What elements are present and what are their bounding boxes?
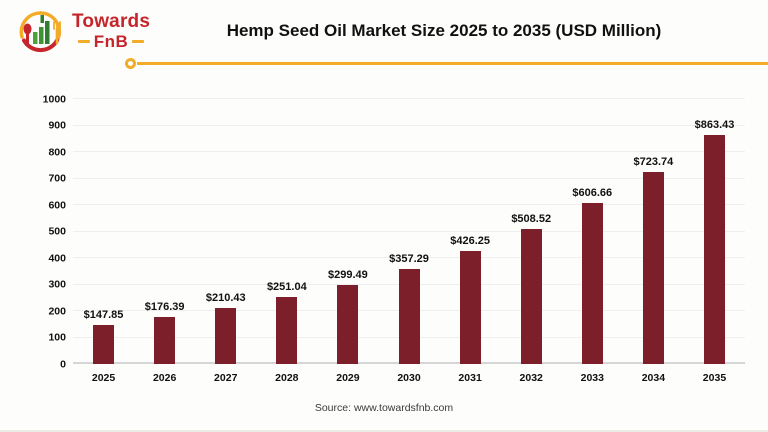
y-axis-tick-label: 0	[60, 357, 66, 370]
bar-2031	[459, 251, 481, 364]
gridline	[73, 257, 745, 258]
bar-column-2025: $147.85	[73, 99, 134, 364]
logo-fnb-text: FnB	[93, 32, 129, 51]
x-axis-tick-label: 2035	[702, 372, 727, 384]
title-divider	[125, 58, 768, 69]
y-axis-tick-label: 100	[48, 331, 66, 344]
bar-value-label: $606.66	[572, 187, 613, 200]
x-axis-tick-label: 2031	[458, 372, 482, 384]
bar-value-label: $357.29	[389, 253, 429, 266]
bar-value-label: $147.85	[83, 308, 124, 321]
gridline	[73, 98, 745, 99]
y-axis-tick-label: 600	[48, 198, 66, 211]
x-axis-tick-label: 2026	[152, 372, 177, 384]
y-axis-tick-label: 1000	[42, 92, 66, 105]
x-axis-tick-label: 2029	[336, 372, 360, 384]
x-axis-tick-label: 2028	[275, 372, 299, 384]
x-axis-tick-label: 2033	[580, 372, 604, 384]
gridline	[73, 177, 745, 179]
logo-dash-left-icon	[77, 40, 90, 43]
bar-2034	[642, 172, 664, 364]
bar-column-2027: $210.43	[195, 99, 256, 364]
bar-column-2035: $863.43	[684, 99, 745, 364]
x-axis-tick-label: 2025	[91, 372, 116, 384]
bar-value-label: $723.74	[633, 156, 674, 169]
x-axis-tick-label: 2027	[214, 372, 238, 384]
logo-fnb-row: FnB	[77, 32, 145, 51]
bar-value-label: $508.52	[511, 213, 552, 226]
bar-2028	[276, 297, 298, 364]
bar-value-label: $210.43	[205, 292, 246, 305]
bar-column-2034: $723.74	[623, 99, 684, 364]
chart-title: Hemp Seed Oil Market Size 2025 to 2035 (…	[226, 21, 662, 40]
gridline	[73, 230, 745, 232]
gridline	[73, 204, 745, 205]
bar-2033	[581, 203, 603, 364]
y-axis-tick-label: 400	[48, 251, 66, 264]
bar-chart-plot-area: $147.85 $176.39 $210.43 $251.04 $299.49 $357.…	[73, 98, 745, 364]
y-axis-tick-label: 300	[48, 278, 66, 291]
bar-2032	[520, 229, 542, 364]
y-axis-labels: 0 100 200 300 400 500 600 700 800 900 1000	[28, 94, 66, 369]
bar-2030	[398, 269, 420, 364]
y-axis-tick-label: 800	[48, 145, 66, 158]
bar-column-2026: $176.39	[134, 99, 195, 364]
bar-column-2031: $426.25	[440, 99, 501, 364]
x-axis-tick-label: 2032	[519, 372, 543, 384]
bar-2026	[154, 317, 176, 364]
logo-text: Towards FnB	[72, 12, 150, 50]
bar-value-label: $863.43	[694, 119, 735, 132]
bar-2035	[703, 135, 725, 364]
x-axis-tick-label: 2034	[641, 372, 666, 384]
y-axis-tick-label: 900	[48, 119, 66, 132]
source-text: Source: www.towardsfnb.com	[314, 402, 454, 414]
bar-column-2033: $606.66	[562, 99, 623, 364]
bar-2025	[93, 324, 115, 364]
bar-column-2030: $357.29	[378, 99, 439, 364]
bar-column-2032: $508.52	[501, 99, 562, 364]
y-axis-tick-label: 200	[48, 304, 66, 317]
gridline	[73, 124, 745, 126]
x-axis-tick-label: 2030	[397, 372, 421, 384]
x-axis-labels: 2025 2026 2027 2028 2029 2030 2031 2032 2033 2034…	[73, 372, 745, 384]
logo-dash-right-icon	[132, 40, 145, 43]
bar-2027	[215, 308, 237, 364]
bar-value-label: $426.25	[450, 235, 490, 248]
bar-column-2029: $299.49	[317, 99, 378, 364]
towardsfnb-logo: Towards FnB	[16, 7, 150, 55]
divider-dot-icon	[125, 58, 136, 69]
gridline	[73, 151, 745, 152]
bar-value-label: $299.49	[328, 268, 368, 281]
logo-towards-text: Towards	[72, 11, 151, 32]
bar-2029	[337, 284, 359, 364]
logo-emblem-icon	[19, 11, 62, 53]
bar-column-2028: $251.04	[256, 99, 317, 364]
bar-value-label: $251.04	[266, 281, 307, 294]
y-axis-tick-label: 700	[48, 172, 66, 185]
bar-value-label: $176.39	[144, 301, 185, 314]
bars-container: $147.85 $176.39 $210.43 $251.04 $299.49 $357.…	[73, 99, 745, 364]
y-axis-tick-label: 500	[48, 225, 66, 238]
